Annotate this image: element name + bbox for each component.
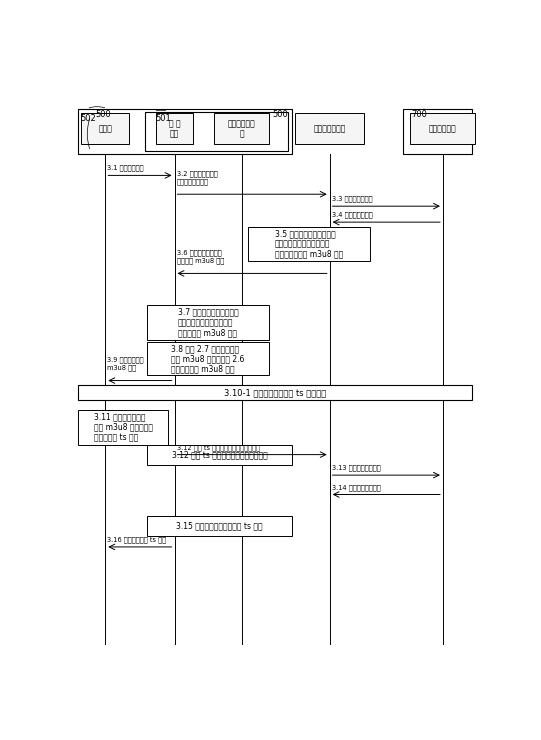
Bar <box>295 113 364 144</box>
Text: 播放器: 播放器 <box>98 124 113 133</box>
Text: 3.9 返回合并后的
m3u8 列表: 3.9 返回合并后的 m3u8 列表 <box>108 357 144 371</box>
Bar <box>403 109 472 155</box>
Text: 3.13 请求原始视频片段: 3.13 请求原始视频片段 <box>332 465 380 471</box>
Text: 3.16 返回转码后的 ts 片段: 3.16 返回转码后的 ts 片段 <box>108 536 167 543</box>
Bar <box>147 445 292 465</box>
Text: 实时转码服务器: 实时转码服务器 <box>313 124 346 133</box>
Bar <box>145 112 288 152</box>
Text: 502: 502 <box>80 115 96 124</box>
Text: 700: 700 <box>411 110 427 119</box>
Bar <box>78 109 292 155</box>
Bar <box>156 113 194 144</box>
Text: 501: 501 <box>156 115 171 124</box>
Text: 500: 500 <box>95 110 110 119</box>
Text: 3.12 查询 ts 片段对应的原始视频的信息: 3.12 查询 ts 片段对应的原始视频的信息 <box>176 444 260 451</box>
Text: 3.12 查询 ts 片段对应的原始视频的信息: 3.12 查询 ts 片段对应的原始视频的信息 <box>171 451 267 460</box>
Bar <box>147 517 292 536</box>
Bar <box>78 410 168 445</box>
Bar <box>78 385 472 400</box>
Text: 3.14 返回原始视频片段: 3.14 返回原始视频片段 <box>332 484 380 491</box>
Bar <box>147 343 269 375</box>
Text: 3.6 返回原始视频信息
和多码率 m3u8 列表: 3.6 返回原始视频信息 和多码率 m3u8 列表 <box>176 249 224 263</box>
Bar <box>81 113 129 144</box>
Text: 500: 500 <box>272 110 288 119</box>
Text: 3.15 将原始视频片段转码成 ts 片段: 3.15 将原始视频片段转码成 ts 片段 <box>176 522 263 531</box>
Text: 3.2 转发播放请求，
并包含播放器属性: 3.2 转发播放请求， 并包含播放器属性 <box>176 170 217 184</box>
Text: 3.10-1 请求本地转封装的 ts 片段过程: 3.10-1 请求本地转封装的 ts 片段过程 <box>224 388 326 397</box>
Text: 3.4 返回原始视频信: 3.4 返回原始视频信 <box>332 212 372 218</box>
Text: 3.11 根据带宽选择对
应的 m3u8 列表，并请
求列表中的 ts 片段: 3.11 根据带宽选择对 应的 m3u8 列表，并请 求列表中的 ts 片段 <box>94 412 153 443</box>
Text: 3.5 根据原始视频信息进行
预先切片设置，并且生成相
应包含多码率的 m3u8 列表: 3.5 根据原始视频信息进行 预先切片设置，并且生成相 应包含多码率的 m3u8… <box>275 229 343 259</box>
Text: 视频源服务器: 视频源服务器 <box>429 124 457 133</box>
Text: 3.8 合并 2.7 生成的本地转
封装 m3u8 列表和步骤 2.6
返回的多码率 m3u8 列表: 3.8 合并 2.7 生成的本地转 封装 m3u8 列表和步骤 2.6 返回的多… <box>171 344 245 374</box>
Bar <box>214 113 269 144</box>
Bar <box>411 113 476 144</box>
Text: 3.3 获取原始视频信: 3.3 获取原始视频信 <box>332 195 372 202</box>
Text: 3.7 根据原始视频信息进行
预先切片设置，并且生成本
地转封装的 m3u8 列表: 3.7 根据原始视频信息进行 预先切片设置，并且生成本 地转封装的 m3u8 列… <box>177 308 239 337</box>
Text: 3.1 发送播放请求: 3.1 发送播放请求 <box>108 165 144 172</box>
Bar <box>147 306 269 340</box>
Text: 自适应播放单
元: 自适应播放单 元 <box>228 119 255 138</box>
Bar <box>248 226 370 261</box>
Text: 网 络
终端: 网 络 终端 <box>169 119 180 138</box>
